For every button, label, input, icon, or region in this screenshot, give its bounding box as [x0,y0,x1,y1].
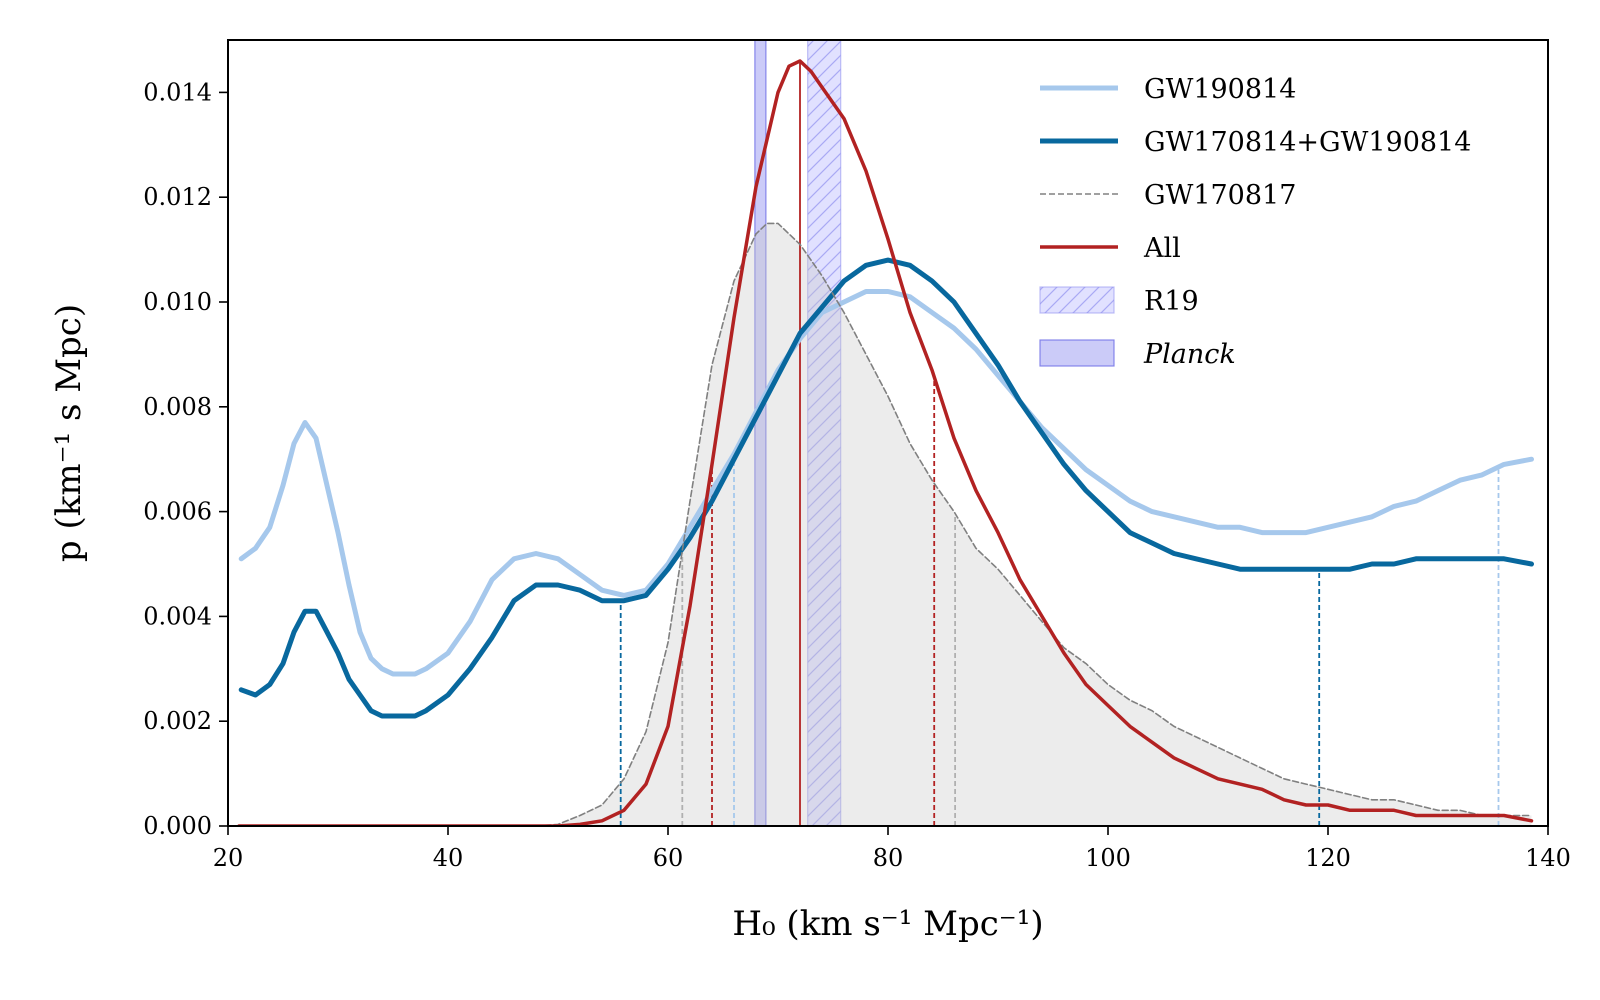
series-gw170817 [238,222,1533,826]
gw170817-fill [239,223,1532,826]
y-axis-ticks: 0.000 0.002 0.004 0.006 0.008 0.010 0.012 0.014 [143,78,228,840]
posterior-curves [237,59,1534,826]
legend-label-gw170817: GW170817 [1144,180,1296,211]
series-gw170814-gw190814 [238,257,1534,719]
x-tick-label-120: 120 [1305,844,1351,872]
y-axis-label: p (km⁻¹ s Mpc) [49,304,89,562]
y-tick-label-0.002: 0.002 [143,707,212,735]
legend: GW190814 GW170814+GW190814 GW170817 All R19 P… [1039,74,1471,370]
legend-label-gw190814: GW190814 [1144,74,1296,105]
x-tick-label-80: 80 [873,844,904,872]
legend-label-planck: Planck [1143,339,1236,370]
y-tick-label-0.004: 0.004 [143,602,212,630]
legend-label-r19: R19 [1144,286,1199,317]
y-tick-label-0.008: 0.008 [143,393,212,421]
credible-interval-lines [619,60,1500,826]
y-tick-label-0.012: 0.012 [143,183,212,211]
legend-swatch-r19 [1039,286,1115,314]
legend-swatch-planck [1039,339,1115,367]
x-tick-label-20: 20 [213,844,244,872]
y-tick-label-0.000: 0.000 [143,812,212,840]
reference-bands [754,39,842,827]
y-tick-label-0.010: 0.010 [143,288,212,316]
legend-label-gw170814-gw190814: GW170814+GW190814 [1144,127,1471,158]
band-r19 [807,39,842,827]
gw170817-area [239,223,1532,826]
x-tick-label-100: 100 [1085,844,1131,872]
y-tick-label-0.014: 0.014 [143,78,212,106]
x-tick-label-140: 140 [1525,844,1571,872]
x-axis-label: H₀ (km s⁻¹ Mpc⁻¹) [732,904,1043,944]
x-tick-label-60: 60 [653,844,684,872]
x-tick-label-40: 40 [433,844,464,872]
x-axis-ticks: 20 40 60 80 100 120 140 [213,826,1571,872]
y-tick-label-0.006: 0.006 [143,498,212,526]
legend-label-all: All [1143,233,1181,264]
series-all [237,59,1534,826]
